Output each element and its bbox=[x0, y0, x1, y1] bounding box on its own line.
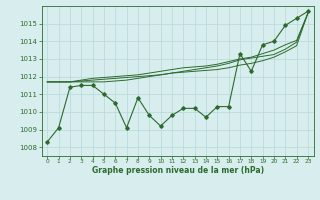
X-axis label: Graphe pression niveau de la mer (hPa): Graphe pression niveau de la mer (hPa) bbox=[92, 166, 264, 175]
